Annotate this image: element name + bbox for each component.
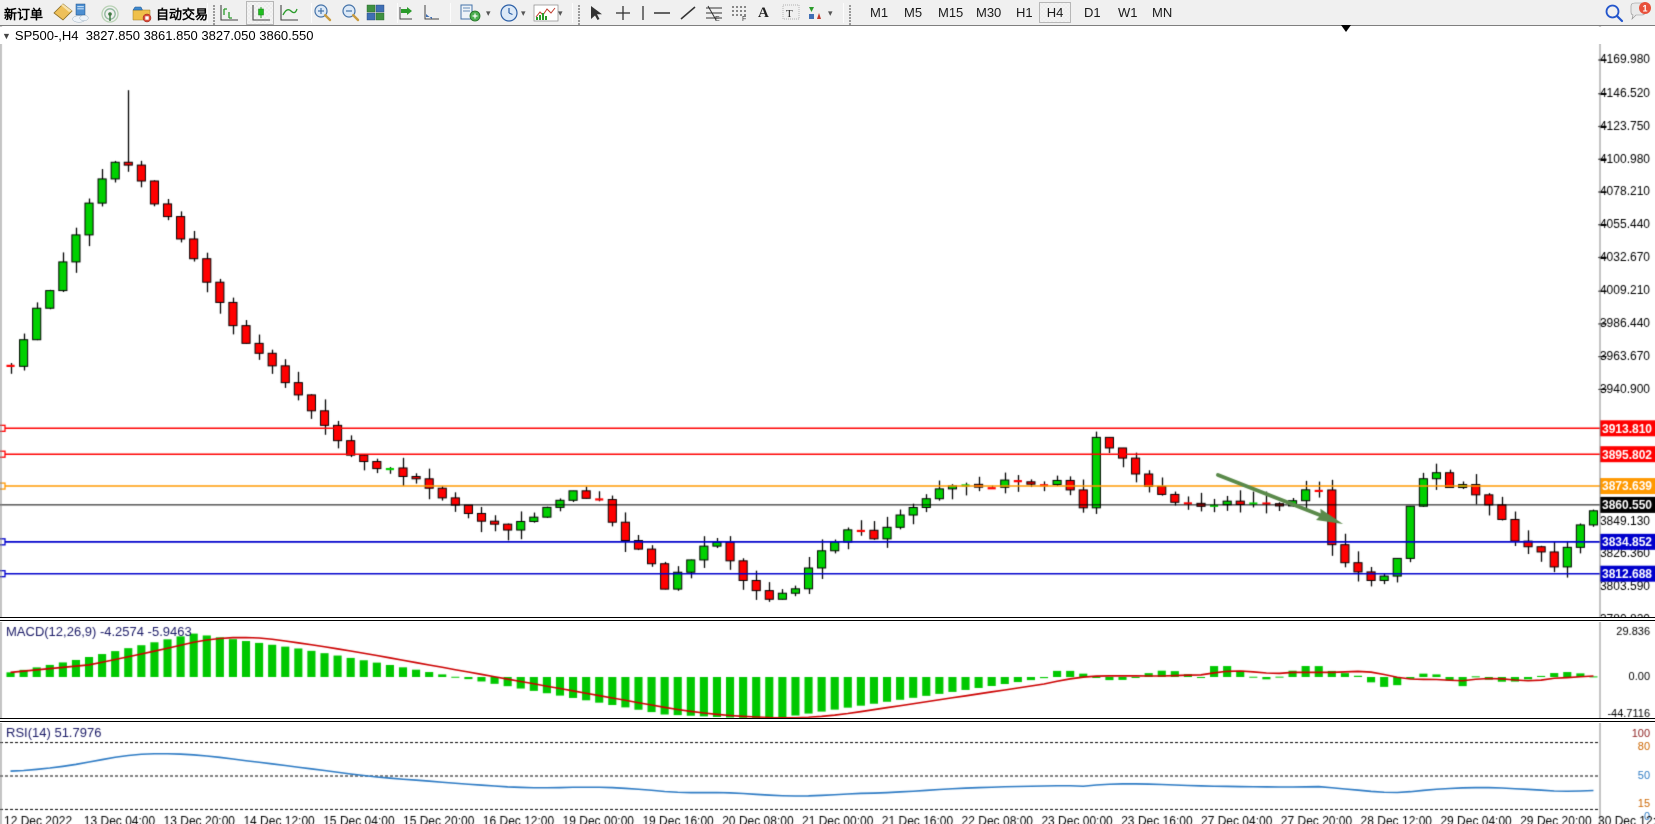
svg-text:1: 1 bbox=[1642, 4, 1647, 14]
svg-text:F: F bbox=[742, 16, 746, 22]
svg-text:T: T bbox=[786, 8, 793, 20]
svg-text:E: E bbox=[715, 16, 720, 22]
